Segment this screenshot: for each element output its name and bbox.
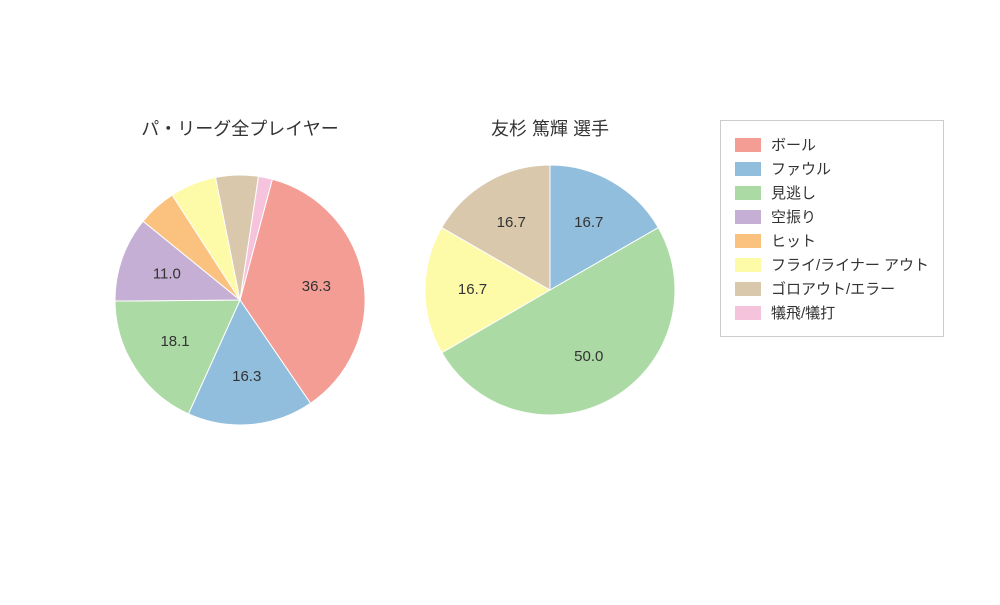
slice-label-league-ball: 36.3 bbox=[302, 278, 331, 295]
legend-label-swing: 空振り bbox=[771, 206, 816, 227]
legend-label-groundout: ゴロアウト/エラー bbox=[771, 278, 895, 299]
legend-item-groundout: ゴロアウト/エラー bbox=[735, 278, 929, 299]
slice-label-league-looking: 18.1 bbox=[160, 333, 189, 350]
legend-label-sac: 犠飛/犠打 bbox=[771, 302, 835, 323]
legend-swatch-swing bbox=[735, 210, 761, 224]
slice-label-player-flyout: 16.7 bbox=[458, 281, 487, 298]
legend-label-flyout: フライ/ライナー アウト bbox=[771, 254, 929, 275]
slice-label-player-looking: 50.0 bbox=[574, 348, 603, 365]
legend-item-swing: 空振り bbox=[735, 206, 929, 227]
legend-item-sac: 犠飛/犠打 bbox=[735, 302, 929, 323]
slice-label-league-swing: 11.0 bbox=[153, 265, 181, 282]
legend-swatch-looking bbox=[735, 186, 761, 200]
legend-label-looking: 見逃し bbox=[771, 182, 816, 203]
legend-box: ボールファウル見逃し空振りヒットフライ/ライナー アウトゴロアウト/エラー犠飛/… bbox=[720, 120, 944, 337]
legend-item-hit: ヒット bbox=[735, 230, 929, 251]
legend-swatch-hit bbox=[735, 234, 761, 248]
chart-title-league: パ・リーグ全プレイヤー bbox=[110, 115, 370, 141]
legend-label-foul: ファウル bbox=[771, 158, 831, 179]
legend-swatch-groundout bbox=[735, 282, 761, 296]
slice-label-league-foul: 16.3 bbox=[232, 368, 261, 385]
legend-label-ball: ボール bbox=[771, 134, 816, 155]
legend-item-ball: ボール bbox=[735, 134, 929, 155]
legend-item-foul: ファウル bbox=[735, 158, 929, 179]
slice-label-player-foul: 16.7 bbox=[574, 214, 603, 231]
chart-title-player: 友杉 篤輝 選手 bbox=[420, 115, 680, 141]
slice-label-player-groundout: 16.7 bbox=[497, 214, 526, 231]
legend-item-looking: 見逃し bbox=[735, 182, 929, 203]
legend-swatch-sac bbox=[735, 306, 761, 320]
legend-item-flyout: フライ/ライナー アウト bbox=[735, 254, 929, 275]
legend-label-hit: ヒット bbox=[771, 230, 816, 251]
legend-swatch-ball bbox=[735, 138, 761, 152]
legend-swatch-flyout bbox=[735, 258, 761, 272]
legend-swatch-foul bbox=[735, 162, 761, 176]
chart-container: 36.3 16.3 18.1 11.0 16.7 50.0 16.7 16.7 パ・リーグ全プ… bbox=[0, 0, 1000, 600]
